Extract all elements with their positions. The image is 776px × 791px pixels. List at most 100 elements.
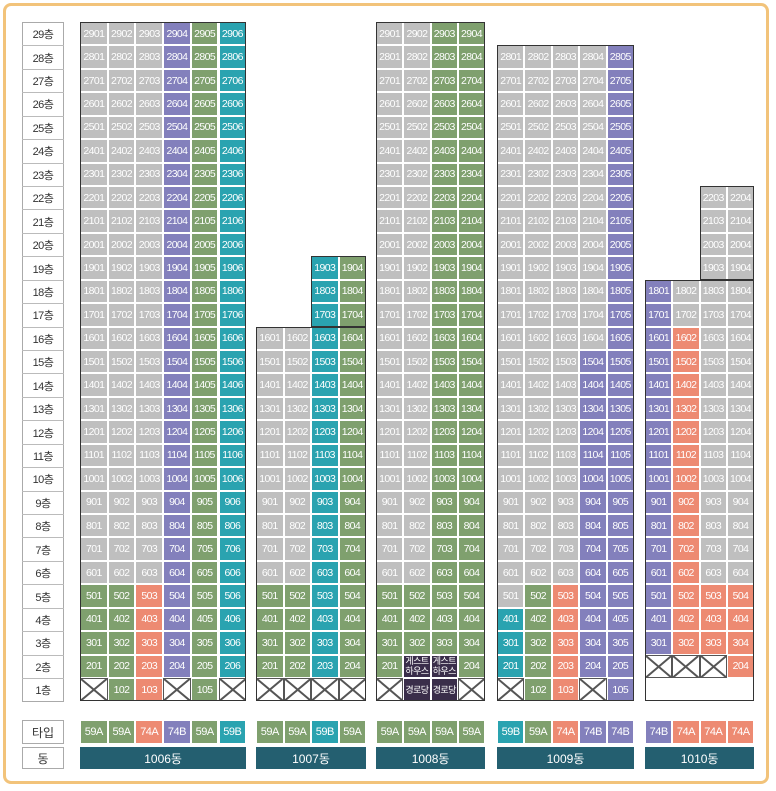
unit-cell[interactable]: 1404 xyxy=(338,373,366,397)
unit-cell[interactable]: 1101 xyxy=(645,443,673,468)
unit-cell[interactable]: 1905 xyxy=(606,256,634,280)
unit-cell[interactable]: 2302 xyxy=(524,162,552,186)
unit-cell[interactable]: 702 xyxy=(672,537,700,561)
unit-cell[interactable]: 902 xyxy=(524,490,552,515)
unit-cell[interactable]: 1801 xyxy=(376,279,404,304)
unit-cell[interactable]: 1103 xyxy=(551,443,580,468)
unit-cell[interactable]: 2105 xyxy=(606,209,634,233)
unit-cell[interactable]: 1606 xyxy=(218,326,247,350)
unit-cell[interactable]: 802 xyxy=(107,514,136,538)
unit-cell[interactable]: 1604 xyxy=(163,326,191,350)
unit-cell[interactable]: 304 xyxy=(163,631,191,655)
unit-cell[interactable]: 1703 xyxy=(430,303,458,327)
unit-cell[interactable]: 706 xyxy=(218,537,247,561)
unit-cell[interactable]: 1603 xyxy=(135,326,164,350)
unit-cell[interactable]: 2501 xyxy=(80,115,108,140)
unit-cell[interactable]: 1203 xyxy=(699,420,727,444)
unit-cell[interactable]: 1704 xyxy=(163,303,191,327)
unit-cell[interactable]: 1402 xyxy=(403,373,431,397)
unit-cell[interactable]: 604 xyxy=(338,560,366,585)
unit-cell[interactable]: 505 xyxy=(190,584,219,608)
unit-cell[interactable]: 1503 xyxy=(551,350,580,374)
unit-cell[interactable]: 2401 xyxy=(497,139,525,163)
unit-cell[interactable]: 303 xyxy=(551,631,580,655)
unit-cell[interactable]: 1202 xyxy=(283,420,311,444)
unit-cell[interactable]: 2505 xyxy=(190,115,219,140)
unit-cell[interactable]: 2303 xyxy=(135,162,164,186)
unit-cell[interactable]: 1503 xyxy=(135,350,164,374)
unit-cell[interactable]: 203 xyxy=(311,654,339,679)
unit-cell[interactable]: 2703 xyxy=(135,68,164,93)
unit-cell[interactable]: 2104 xyxy=(726,209,755,233)
unit-cell[interactable]: 1303 xyxy=(135,396,164,421)
unit-cell[interactable]: 1201 xyxy=(256,420,284,444)
unit-cell[interactable]: 1906 xyxy=(218,256,247,280)
unit-cell[interactable]: 604 xyxy=(579,560,607,585)
unit-cell[interactable]: 2104 xyxy=(457,209,486,233)
unit-cell[interactable]: 201 xyxy=(376,654,404,679)
unit-cell[interactable]: 1203 xyxy=(311,420,339,444)
unit-cell[interactable]: 1402 xyxy=(283,373,311,397)
unit-cell[interactable]: 1003 xyxy=(699,467,727,491)
unit-cell[interactable]: 2102 xyxy=(107,209,136,233)
unit-cell[interactable]: 303 xyxy=(311,631,339,655)
unit-cell[interactable]: 1002 xyxy=(403,467,431,491)
unit-cell[interactable]: 2403 xyxy=(551,139,580,163)
unit-cell[interactable]: 1402 xyxy=(524,373,552,397)
unit-cell[interactable]: 2601 xyxy=(497,92,525,116)
unit-cell[interactable]: 1105 xyxy=(606,443,634,468)
unit-cell[interactable]: 1802 xyxy=(672,279,700,304)
unit-cell[interactable]: 2402 xyxy=(403,139,431,163)
unit-cell[interactable]: 504 xyxy=(579,584,607,608)
unit-cell[interactable]: 2204 xyxy=(163,186,191,210)
unit-cell[interactable]: 1603 xyxy=(311,326,339,350)
unit-cell[interactable]: 2801 xyxy=(376,45,404,69)
unit-cell[interactable]: 1405 xyxy=(190,373,219,397)
unit-cell[interactable]: 301 xyxy=(645,631,673,655)
unit-cell[interactable]: 2602 xyxy=(403,92,431,116)
unit-cell[interactable]: 1101 xyxy=(80,443,108,468)
unit-cell[interactable]: 1702 xyxy=(403,303,431,327)
unit-cell[interactable]: 1802 xyxy=(107,279,136,304)
unit-cell[interactable]: 1701 xyxy=(497,303,525,327)
unit-cell[interactable]: 403 xyxy=(430,607,458,632)
unit-cell[interactable]: 2305 xyxy=(190,162,219,186)
unit-cell[interactable]: 1804 xyxy=(457,279,486,304)
unit-cell[interactable]: 2303 xyxy=(551,162,580,186)
unit-cell[interactable]: 1602 xyxy=(403,326,431,350)
unit-cell[interactable]: 701 xyxy=(256,537,284,561)
unit-cell[interactable]: 1504 xyxy=(457,350,486,374)
unit-cell[interactable]: 1901 xyxy=(80,256,108,280)
unit-cell[interactable]: 903 xyxy=(699,490,727,515)
unit-cell[interactable]: 2501 xyxy=(376,115,404,140)
unit-cell[interactable]: 2404 xyxy=(579,139,607,163)
unit-cell[interactable]: 1801 xyxy=(497,279,525,304)
unit-cell[interactable]: 2401 xyxy=(376,139,404,163)
unit-cell[interactable]: 1403 xyxy=(430,373,458,397)
unit-cell[interactable]: 2803 xyxy=(430,45,458,69)
unit-cell[interactable]: 503 xyxy=(699,584,727,608)
unit-cell[interactable]: 1104 xyxy=(338,443,366,468)
unit-cell[interactable]: 605 xyxy=(190,560,219,585)
unit-cell[interactable]: 2805 xyxy=(606,45,634,69)
unit-cell[interactable]: 1605 xyxy=(190,326,219,350)
unit-cell[interactable]: 1904 xyxy=(163,256,191,280)
unit-cell[interactable]: 1204 xyxy=(457,420,486,444)
unit-cell[interactable]: 1306 xyxy=(218,396,247,421)
unit-cell[interactable]: 1705 xyxy=(606,303,634,327)
unit-cell[interactable]: 2104 xyxy=(163,209,191,233)
unit-cell[interactable]: 1303 xyxy=(551,396,580,421)
unit-cell[interactable]: 901 xyxy=(645,490,673,515)
unit-cell[interactable]: 2304 xyxy=(579,162,607,186)
unit-cell[interactable]: 1301 xyxy=(80,396,108,421)
unit-cell[interactable]: 1004 xyxy=(726,467,755,491)
unit-cell[interactable]: 1203 xyxy=(135,420,164,444)
unit-cell[interactable]: 1305 xyxy=(606,396,634,421)
unit-cell[interactable]: 404 xyxy=(338,607,366,632)
unit-cell[interactable]: 301 xyxy=(256,631,284,655)
unit-cell[interactable]: 2701 xyxy=(80,68,108,93)
unit-cell[interactable]: 902 xyxy=(107,490,136,515)
unit-cell[interactable]: 2503 xyxy=(430,115,458,140)
unit-cell[interactable]: 1902 xyxy=(403,256,431,280)
unit-cell[interactable]: 705 xyxy=(190,537,219,561)
